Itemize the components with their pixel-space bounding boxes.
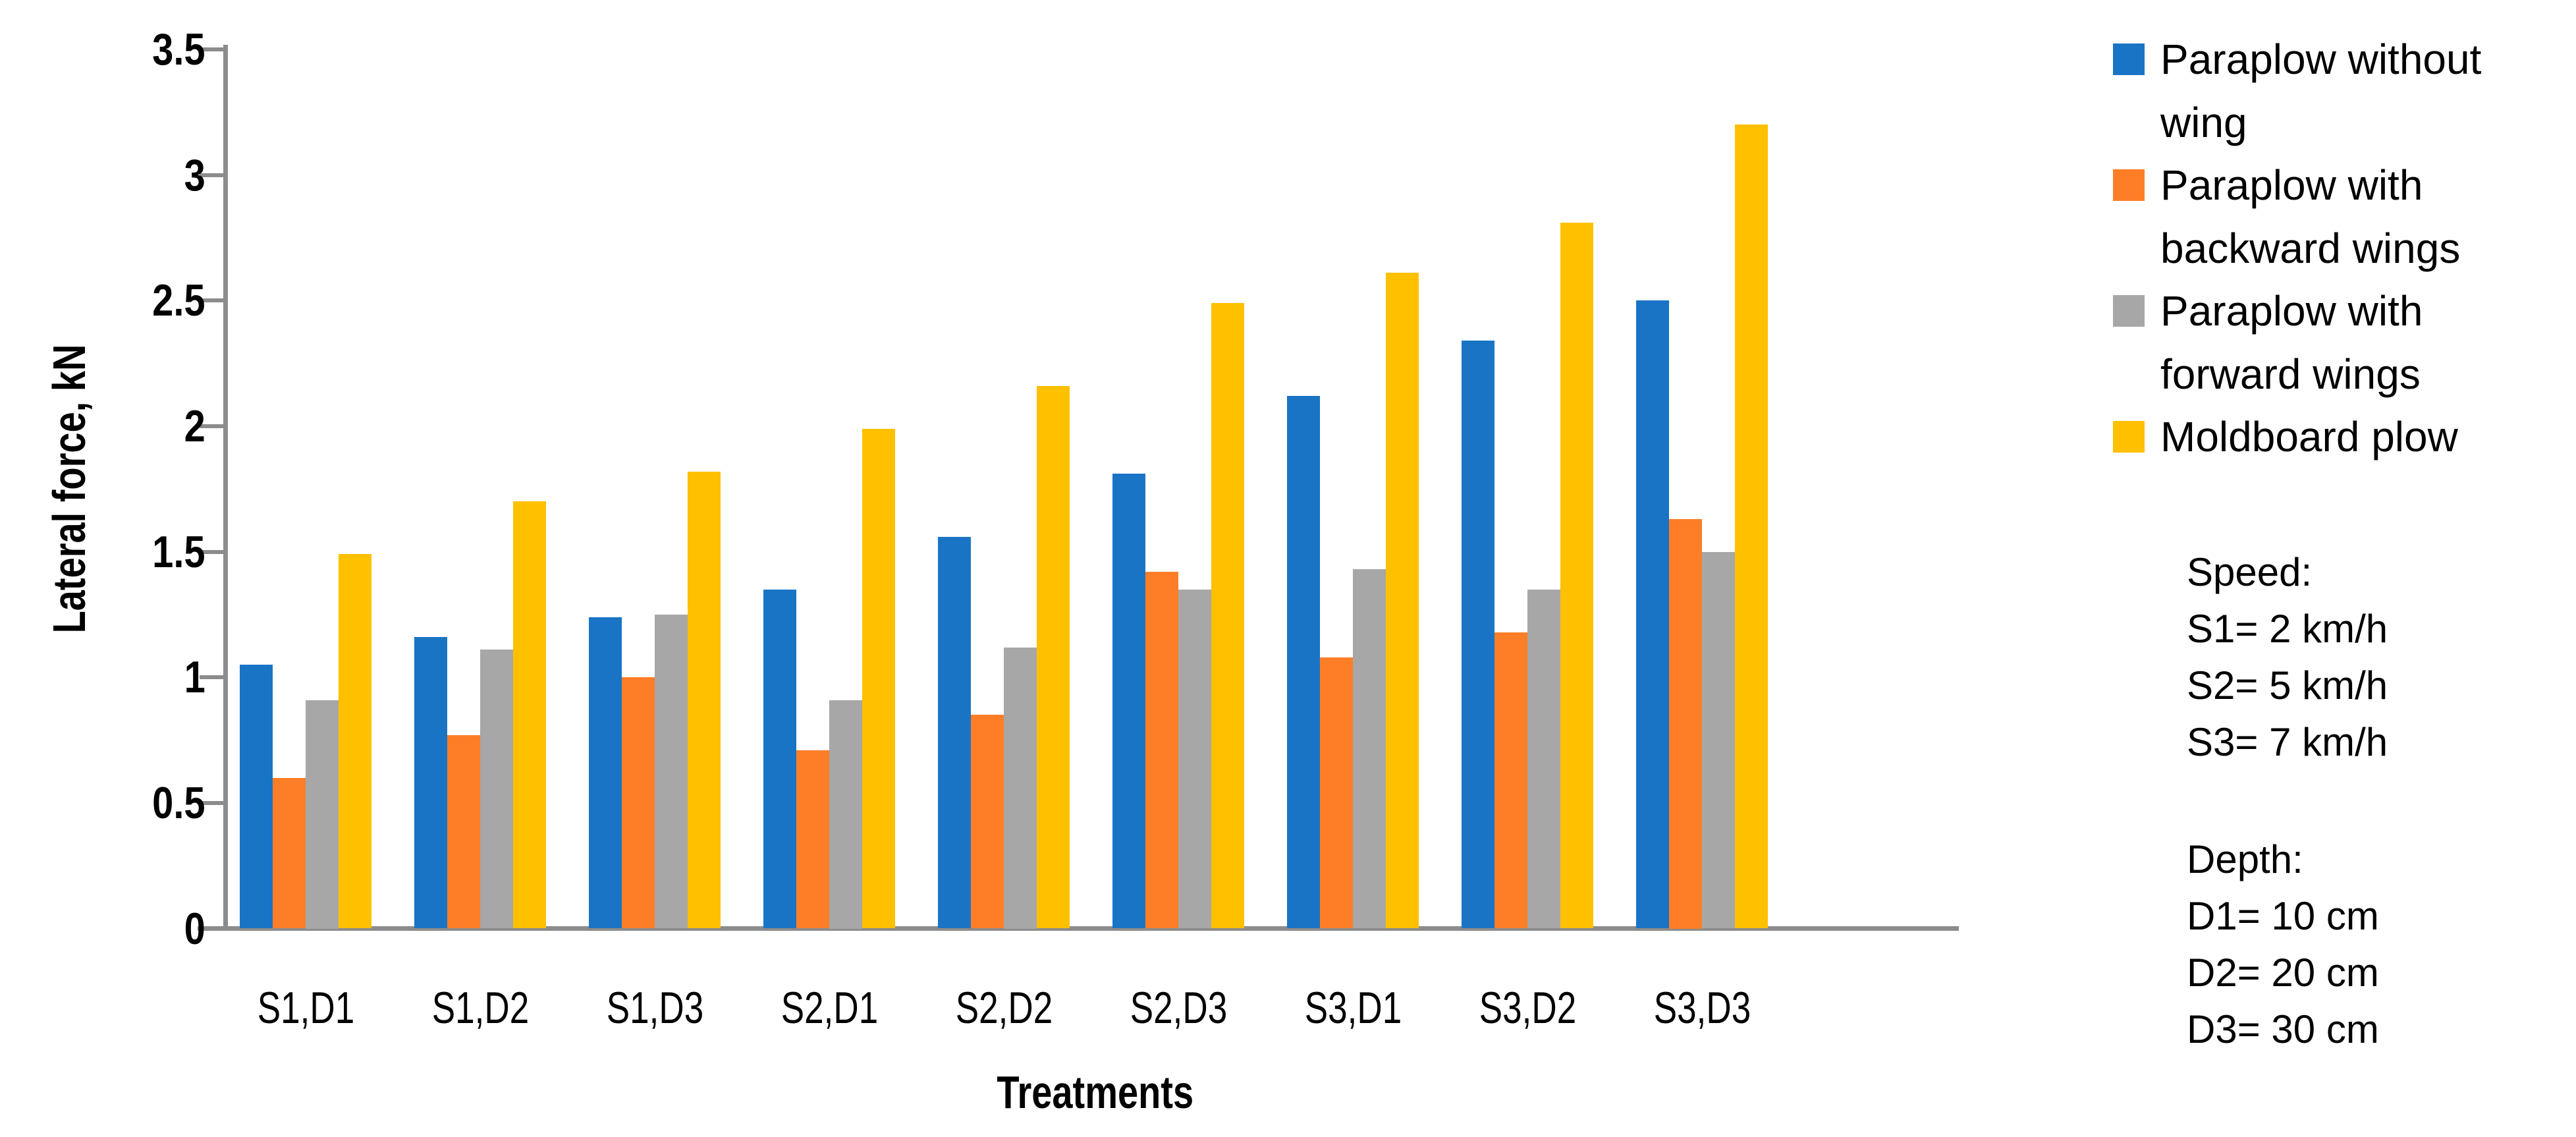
- legend-swatch-paraplow-without-wing: [2113, 43, 2145, 75]
- bar-S2,D1-paraplow-with-forward-wings: [829, 700, 862, 929]
- bar-S3,D1-paraplow-with-forward-wings: [1353, 569, 1386, 929]
- legend-label: Paraplow with: [2160, 287, 2423, 335]
- bar-S3,D2-moldboard-plow: [1560, 223, 1593, 929]
- y-tick-label: 1.5: [152, 526, 206, 577]
- legend-label: forward wings: [2160, 350, 2421, 398]
- speed-note-line: S3= 7 km/h: [2187, 720, 2388, 764]
- legend-label: backward wings: [2160, 224, 2461, 272]
- y-tick-mark: [200, 298, 223, 303]
- bar-S1,D3-paraplow-with-backward-wings: [622, 677, 655, 929]
- bar-S2,D3-paraplow-with-backward-wings: [1145, 572, 1178, 929]
- y-tick-mark: [200, 424, 223, 428]
- depth-note: Depth: D1= 10 cm D2= 20 cm D3= 30 cm: [2187, 831, 2379, 1058]
- y-tick-mark: [200, 173, 223, 177]
- bar-S3,D1-moldboard-plow: [1386, 273, 1419, 929]
- speed-note: Speed: S1= 2 km/h S2= 5 km/h S3= 7 km/h: [2187, 544, 2388, 771]
- legend-label: Paraplow without: [2160, 36, 2482, 83]
- bar-S1,D2-paraplow-with-forward-wings: [480, 650, 513, 929]
- y-tick-label: 0.5: [152, 777, 206, 828]
- legend-swatch-paraplow-with-forward-wings: [2113, 295, 2145, 327]
- depth-note-line: D2= 20 cm: [2187, 951, 2379, 995]
- bar-S1,D1-moldboard-plow: [339, 554, 371, 929]
- bar-S3,D2-paraplow-with-backward-wings: [1494, 632, 1527, 929]
- bar-S1,D1-paraplow-without-wing: [240, 665, 273, 929]
- x-tick-label: S3,D2: [1479, 983, 1576, 1033]
- y-tick-mark: [200, 47, 223, 51]
- legend-swatch-paraplow-with-backward-wings: [2113, 169, 2145, 201]
- legend-swatch-moldboard-plow: [2113, 421, 2145, 453]
- bar-S1,D2-moldboard-plow: [513, 501, 546, 929]
- speed-note-line: S2= 5 km/h: [2187, 663, 2388, 707]
- bar-S2,D3-paraplow-without-wing: [1112, 474, 1145, 929]
- bar-S1,D3-paraplow-without-wing: [589, 617, 622, 929]
- bar-S3,D2-paraplow-without-wing: [1462, 341, 1494, 929]
- bar-S3,D3-moldboard-plow: [1735, 125, 1768, 929]
- bar-S2,D2-moldboard-plow: [1037, 385, 1070, 929]
- x-tick-label: S3,D3: [1653, 983, 1751, 1033]
- y-axis-line: [223, 45, 228, 931]
- y-axis-title: Lateral force, kN: [43, 344, 95, 634]
- bar-S2,D2-paraplow-without-wing: [938, 536, 971, 929]
- y-tick-mark: [200, 926, 223, 931]
- bar-S1,D2-paraplow-with-backward-wings: [447, 735, 480, 929]
- legend-label: wing: [2160, 98, 2247, 146]
- y-tick-label: 0: [184, 903, 206, 954]
- speed-note-title: Speed:: [2187, 550, 2313, 594]
- depth-note-line: D3= 30 cm: [2187, 1007, 2379, 1051]
- x-axis-line: [198, 926, 1959, 931]
- speed-note-line: S1= 2 km/h: [2187, 607, 2388, 651]
- y-tick-label: 2: [184, 401, 206, 451]
- depth-note-line: D1= 10 cm: [2187, 894, 2379, 938]
- y-tick-label: 3.5: [152, 24, 206, 74]
- bar-S1,D3-moldboard-plow: [688, 471, 721, 929]
- x-tick-label: S1,D1: [257, 983, 354, 1033]
- x-tick-label: S2,D1: [781, 983, 878, 1033]
- depth-note-title: Depth:: [2187, 837, 2303, 881]
- y-tick-mark: [200, 675, 223, 680]
- bar-S2,D3-moldboard-plow: [1211, 303, 1244, 929]
- bar-S3,D1-paraplow-with-backward-wings: [1320, 657, 1353, 929]
- bar-S3,D1-paraplow-without-wing: [1287, 396, 1320, 929]
- y-tick-label: 3: [184, 150, 206, 200]
- bar-S2,D1-paraplow-with-backward-wings: [796, 750, 829, 929]
- bar-S3,D3-paraplow-without-wing: [1636, 300, 1669, 929]
- x-tick-label: S3,D1: [1304, 983, 1402, 1033]
- bar-S3,D3-paraplow-with-backward-wings: [1669, 519, 1702, 929]
- legend-label: Paraplow with: [2160, 161, 2423, 209]
- y-tick-mark: [200, 549, 223, 554]
- x-tick-label: S2,D2: [955, 983, 1053, 1033]
- y-tick-label: 1: [184, 652, 206, 703]
- x-axis-title: Treatments: [997, 1067, 1194, 1118]
- y-tick-label: 2.5: [152, 275, 206, 326]
- bar-S1,D1-paraplow-with-forward-wings: [306, 700, 339, 929]
- bar-S1,D3-paraplow-with-forward-wings: [655, 614, 688, 929]
- x-tick-label: S2,D3: [1130, 983, 1227, 1033]
- bar-S2,D3-paraplow-with-forward-wings: [1178, 589, 1211, 929]
- x-tick-label: S1,D3: [606, 983, 703, 1033]
- bar-S2,D2-paraplow-with-backward-wings: [971, 715, 1004, 929]
- bar-S3,D2-paraplow-with-forward-wings: [1527, 589, 1560, 929]
- bar-S1,D1-paraplow-with-backward-wings: [273, 777, 306, 929]
- bar-S1,D2-paraplow-without-wing: [414, 637, 447, 929]
- bar-S2,D1-paraplow-without-wing: [763, 589, 796, 929]
- bar-S2,D2-paraplow-with-forward-wings: [1004, 647, 1037, 929]
- y-tick-mark: [200, 800, 223, 805]
- legend-label: Moldboard plow: [2160, 413, 2458, 460]
- x-tick-label: S1,D2: [431, 983, 529, 1033]
- bar-S3,D3-paraplow-with-forward-wings: [1702, 551, 1735, 929]
- bar-S2,D1-moldboard-plow: [862, 428, 895, 929]
